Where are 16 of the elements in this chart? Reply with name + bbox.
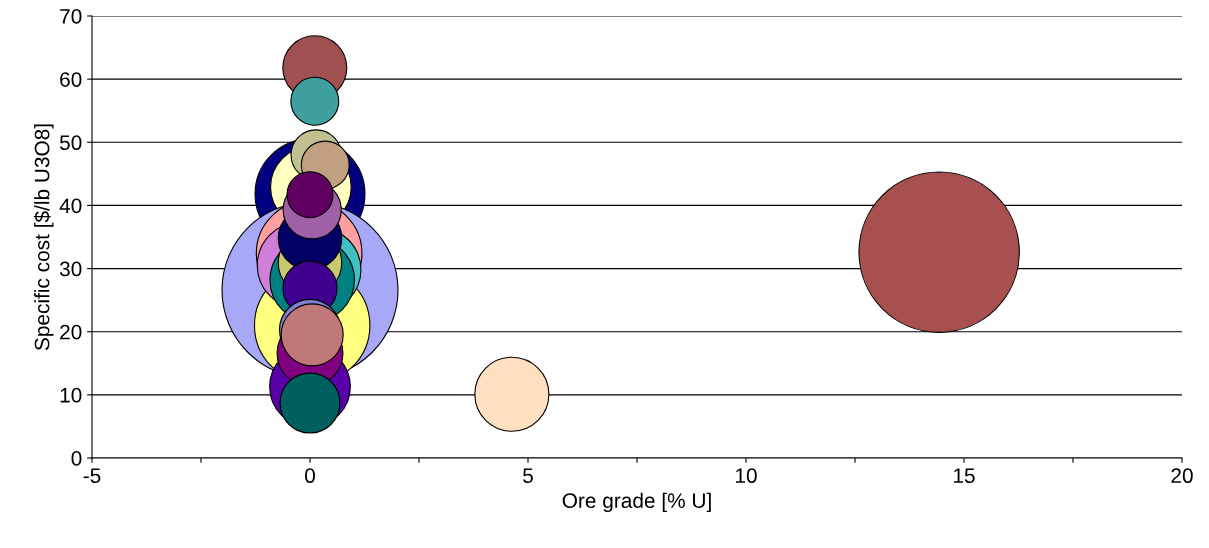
x-tick-label: 0 [305, 468, 315, 484]
y-tick-label: 50 [59, 135, 82, 151]
x-axis-title: Ore grade [% U] [562, 492, 711, 513]
y-tick-label: 70 [60, 9, 82, 24]
y-tick-label: 30 [59, 261, 82, 277]
y-tick-label: 10 [60, 387, 82, 403]
y-tick-label: 20 [60, 324, 82, 340]
y-tick-label: 60 [60, 72, 82, 87]
x-tick-label: 5 [523, 468, 533, 484]
x-tick-label: 10 [736, 468, 757, 484]
x-tick-label: 20 [1171, 468, 1193, 484]
y-tick-label: 40 [59, 198, 82, 214]
y-axis-title: Specific cost [$/lb U3O8] [33, 124, 54, 351]
x-tick-label: 15 [954, 468, 975, 484]
x-tick-label: -5 [83, 468, 101, 484]
y-tick-label: 0 [71, 451, 82, 466]
